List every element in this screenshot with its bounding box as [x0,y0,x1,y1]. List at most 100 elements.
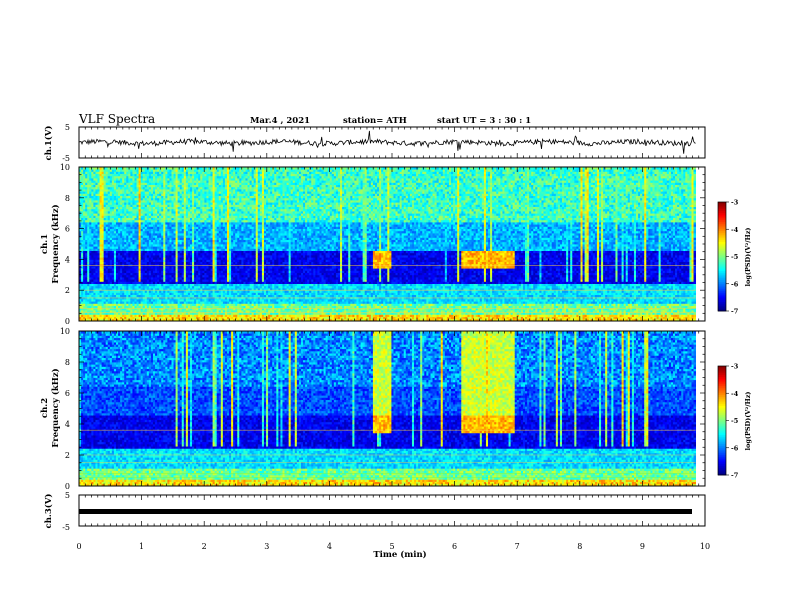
spectrogram-cell [79,318,82,322]
spectrogram-cell [122,246,125,249]
spectrogram-cell [89,305,92,309]
spectrogram-cell [134,186,137,190]
spectrogram-cell [91,175,94,179]
spectrogram-cell [91,195,94,199]
spectrogram-cell [124,191,127,194]
spectrogram-cell [105,312,109,315]
spectrogram-cell [113,204,117,207]
spectrogram-cell [113,217,117,221]
spectrogram-cell [118,235,121,238]
spectrogram-cell [83,255,86,258]
spectrogram-cell [87,259,90,262]
spectrogram-cell [140,184,144,188]
spectrogram-cell [113,270,117,273]
spectrogram-cell [134,274,137,278]
spectrogram-cell [126,299,129,302]
spectrogram-cell [97,239,100,243]
spectrogram-cell [120,252,123,256]
spectrogram-cell [105,305,109,309]
spectrogram-cell [83,281,86,284]
spectrogram-cell [124,290,127,293]
spectrogram-cell [107,228,111,232]
spectrogram-cell [95,197,98,201]
spectrogram-cell [79,263,82,267]
spectrogram-cell [107,208,111,212]
spectrogram-cell [105,193,109,196]
spectrogram-cell [79,230,82,234]
spectrogram-cell [111,182,115,185]
spectrogram-cell [134,301,137,304]
spectrogram-cell [79,310,82,313]
spectrogram-cell [122,219,125,223]
spectrogram-cell [126,281,129,284]
spectrogram-cell [91,217,94,221]
spectrogram-cell [101,272,105,276]
spectrogram-cell [97,226,100,229]
spectrogram-cell [87,222,90,225]
spectrogram-cell [79,301,82,304]
spectrogram-cell [79,167,82,170]
spectrogram-cell [81,294,84,298]
spectrogram-cell [105,233,109,236]
spectrogram-cell [97,248,100,251]
spectrogram-cell [134,250,137,254]
spectrogram-cell [120,285,123,289]
spectrogram-cell [116,195,119,199]
spectrogram-cell [89,186,92,190]
spectrogram-cell [95,246,98,249]
spectrogram-cell [87,277,90,280]
spectrogram-cell [142,305,146,309]
spectrogram-cell [95,266,98,269]
spectrogram-cell [89,208,92,212]
spectrogram-cell [113,233,117,236]
spectrogram-cell [130,184,133,188]
spectrogram-cell [122,230,125,234]
spectrogram-cell [99,288,103,291]
spectrogram-cell [81,230,84,234]
spectrogram-cell [91,307,94,311]
spectrogram-cell [85,191,88,194]
spectrogram-cell [130,305,133,309]
spectrogram-cell [95,217,98,221]
spectrogram-cell [91,288,94,291]
spectrogram-cell [79,261,82,265]
spectrogram-cell [128,250,131,254]
spectrogram-cell [130,180,133,183]
spectrogram-cell [128,312,131,315]
spectrogram-cell [130,255,133,258]
spectrogram-cell [132,175,135,179]
spectrogram-cell [103,182,107,185]
spectrogram-cell [85,285,88,289]
spectrogram-cell [99,312,103,315]
spectrogram-cell [132,248,135,251]
spectrogram-cell [83,184,86,188]
spectrogram-cell [109,182,113,185]
spectrogram-cell [130,217,133,221]
spectrogram-cell [109,294,113,298]
spectrogram-cell [101,180,105,183]
spectrogram-cell [89,248,92,251]
spectrogram-cell [138,219,142,223]
spectrogram-cell [111,246,115,249]
spectrogram-cell [103,292,107,295]
spectrogram-cell [101,200,105,203]
spectrogram-cell [95,314,98,317]
spectrogram-cell [89,167,92,170]
spectrogram-cell [122,171,125,174]
spectrogram-cell [79,237,82,240]
spectrogram-cell [138,246,142,249]
spectrogram-cell [113,175,117,179]
spectrogram-cell [79,228,82,232]
spectrogram-cell [87,266,90,269]
spectrogram-cell [128,204,131,207]
spectrogram-cell [99,195,103,199]
spectrogram-cell [85,281,88,284]
spectrogram-cell [89,272,92,276]
spectrogram-cell [142,288,146,291]
spectrogram-cell [128,305,131,309]
spectrogram-cell [138,314,142,317]
spectrogram-cell [134,230,137,234]
spectrogram-cell [101,261,105,265]
spectrogram-cell [109,178,113,181]
spectrogram-cell [103,226,107,229]
